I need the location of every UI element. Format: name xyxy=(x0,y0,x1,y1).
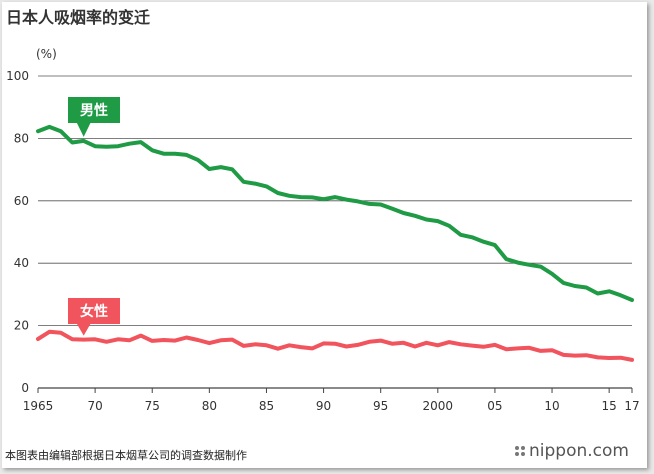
x-tick-label-1990: 90 xyxy=(316,399,331,413)
x-tick-labels: 1965 70 75 80 85 90 95 2000 05 10 15 17 xyxy=(23,399,640,413)
brand-name: nippon.com xyxy=(529,441,629,461)
x-tick-label-1965: 1965 xyxy=(23,399,54,413)
series-lines xyxy=(36,124,634,362)
female-callout-pointer xyxy=(76,323,91,336)
x-tick-label-2015: 15 xyxy=(602,399,617,413)
x-tick-label-2010: 10 xyxy=(544,399,559,413)
y-tick-labels: 0 20 40 60 80 100 xyxy=(6,69,29,395)
x-tick-label-2005: 05 xyxy=(487,399,502,413)
y-tick-label-0: 0 xyxy=(21,381,29,395)
y-tick-label-80: 80 xyxy=(14,131,29,145)
grid-lines xyxy=(37,75,633,393)
chart-title: 日本人吸烟率的变迁 xyxy=(6,8,151,27)
female-callout: 女性 xyxy=(68,298,120,336)
y-tick-label-60: 60 xyxy=(14,194,29,208)
male-callout-box xyxy=(68,97,120,123)
x-tick-label-2017: 17 xyxy=(624,399,639,413)
x-tick-label-1995: 95 xyxy=(373,399,388,413)
y-tick-label-40: 40 xyxy=(14,256,29,270)
male-series-label: 男性 xyxy=(80,102,108,119)
x-tick-label-1970: 70 xyxy=(87,399,102,413)
x-tick-label-1980: 80 xyxy=(202,399,217,413)
brand-logo: nippon.com xyxy=(515,441,629,461)
y-tick-label-100: 100 xyxy=(6,69,29,83)
male-callout: 男性 xyxy=(68,97,120,137)
y-tick-label-20: 20 xyxy=(14,319,29,333)
female-series-label: 女性 xyxy=(80,303,108,320)
x-tick-label-1985: 85 xyxy=(259,399,274,413)
female-series-line xyxy=(36,329,634,362)
y-axis-unit: (%) xyxy=(36,47,57,61)
x-tick-label-2000: 2000 xyxy=(423,399,454,413)
chart-card xyxy=(2,2,647,468)
source-note: 本图表由编辑部根据日本烟草公司的调查数据制作 xyxy=(5,449,247,462)
male-callout-pointer xyxy=(76,122,91,137)
nippon-dots-icon xyxy=(515,446,525,456)
male-series-line xyxy=(36,124,634,302)
female-callout-box xyxy=(68,298,120,324)
x-tick-label-1975: 75 xyxy=(145,399,160,413)
